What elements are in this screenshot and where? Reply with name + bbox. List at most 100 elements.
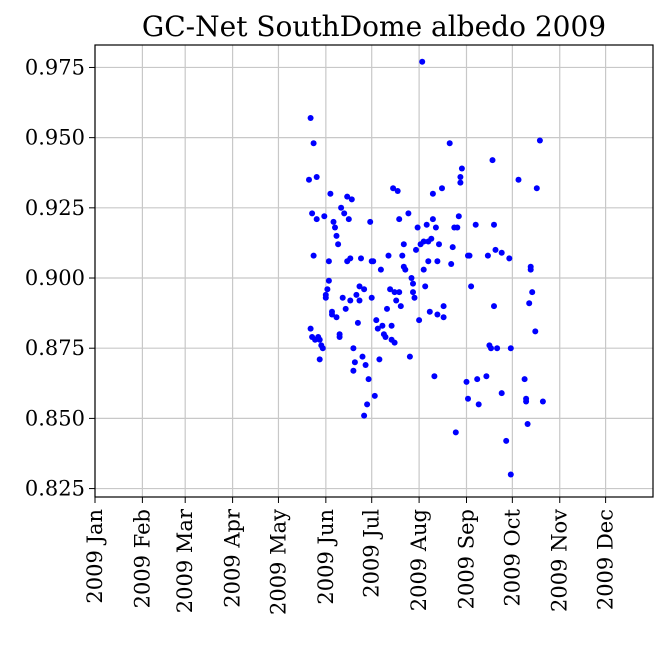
data-point	[472, 221, 479, 228]
data-point	[347, 297, 354, 304]
data-point	[413, 246, 419, 253]
data-point	[358, 255, 364, 262]
data-point	[419, 58, 426, 65]
data-point	[446, 140, 453, 147]
chart-title: GC-Net SouthDome albedo 2009	[142, 10, 606, 43]
data-point	[399, 252, 406, 259]
data-point	[313, 216, 320, 223]
data-point	[474, 376, 481, 383]
data-point	[382, 334, 389, 340]
data-point	[396, 216, 403, 223]
x-tick-label: 2009 Jul	[360, 509, 384, 598]
data-point	[335, 241, 342, 248]
data-point	[411, 294, 418, 301]
data-point	[524, 421, 531, 427]
data-point	[396, 289, 403, 296]
x-tick-label: 2009 Nov	[548, 509, 572, 612]
data-point	[336, 334, 343, 340]
plot-frame	[94, 44, 654, 498]
data-points	[306, 58, 546, 478]
data-point	[379, 322, 386, 329]
data-point	[367, 218, 374, 225]
data-point	[465, 395, 471, 402]
data-point	[523, 395, 530, 402]
y-tick-label: 0.950	[25, 126, 85, 150]
data-point	[362, 362, 369, 368]
data-point	[394, 188, 401, 194]
x-tick-label: 2009 Oct	[500, 508, 524, 606]
data-point	[385, 252, 392, 259]
data-point	[333, 232, 340, 239]
data-point	[344, 193, 351, 200]
x-axis-ticks: 2009 Jan 2009 Feb 2009 Mar 2009 Apr 2009 May…	[83, 497, 618, 615]
data-point	[454, 224, 461, 231]
data-point	[526, 300, 533, 307]
data-point	[377, 266, 384, 273]
data-point	[364, 401, 371, 408]
data-point	[429, 190, 436, 197]
data-point	[420, 266, 427, 273]
data-point	[436, 241, 442, 248]
data-point	[332, 224, 338, 231]
data-point	[309, 210, 316, 217]
x-tick-label: 2009 Jan	[83, 509, 107, 604]
data-point	[458, 165, 465, 172]
data-point	[448, 261, 455, 267]
data-point	[390, 185, 397, 192]
data-point	[330, 218, 337, 225]
data-point	[322, 291, 329, 298]
data-point	[420, 238, 427, 245]
data-point	[402, 266, 409, 273]
x-tick-label: 2009 Dec	[594, 509, 618, 610]
data-point	[373, 317, 380, 324]
data-point	[391, 339, 398, 346]
x-tick-label: 2009 Feb	[130, 509, 154, 608]
data-point	[488, 345, 494, 352]
data-point	[350, 345, 357, 352]
data-point	[503, 437, 510, 444]
data-point	[439, 185, 445, 192]
data-point	[368, 294, 375, 301]
data-point	[327, 190, 334, 197]
y-tick-label: 0.975	[25, 55, 85, 79]
data-point	[354, 319, 361, 326]
data-point	[388, 322, 395, 329]
data-point	[484, 252, 491, 259]
data-point	[532, 328, 539, 335]
data-point	[483, 373, 490, 380]
data-point	[341, 210, 348, 217]
data-point	[468, 283, 475, 290]
data-point	[307, 325, 314, 332]
data-point	[376, 356, 383, 363]
data-point	[325, 258, 332, 265]
data-point	[425, 258, 432, 265]
data-point	[391, 289, 398, 296]
data-point	[384, 305, 390, 312]
data-point	[498, 390, 505, 397]
data-point	[529, 289, 536, 296]
y-tick-label: 0.850	[25, 406, 85, 430]
data-point	[457, 174, 464, 180]
data-point	[339, 294, 346, 301]
data-point	[429, 216, 436, 223]
data-point	[321, 213, 328, 220]
data-point	[310, 140, 317, 147]
data-point	[452, 429, 459, 436]
data-point	[410, 280, 416, 287]
data-point	[428, 235, 435, 242]
y-tick-label: 0.875	[25, 336, 85, 360]
data-point	[400, 241, 407, 248]
x-tick-label: 2009 Apr	[221, 508, 245, 608]
data-point	[431, 373, 438, 380]
data-point	[463, 378, 470, 385]
data-point	[506, 255, 513, 262]
data-point	[527, 266, 534, 273]
x-tick-label: 2009 Mar	[173, 508, 197, 613]
data-point	[310, 252, 317, 259]
data-point	[489, 157, 496, 164]
data-point	[475, 401, 482, 408]
data-point	[521, 376, 528, 383]
data-point	[406, 353, 413, 360]
data-point	[356, 283, 363, 290]
